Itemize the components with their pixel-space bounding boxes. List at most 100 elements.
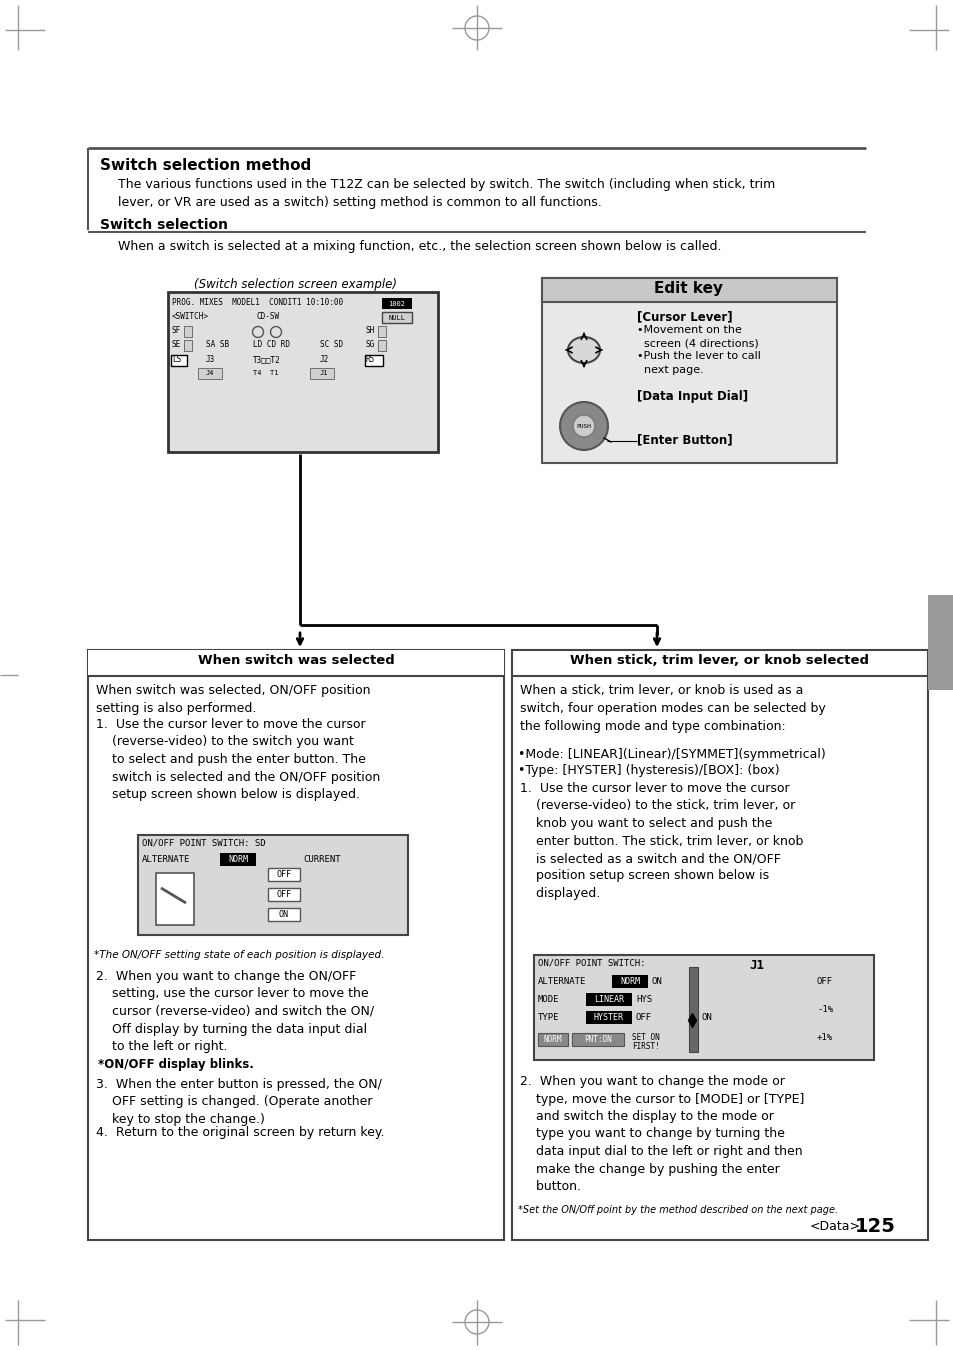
Text: *The ON/OFF setting state of each position is displayed.: *The ON/OFF setting state of each positi… [94,950,384,960]
Text: ON: ON [278,910,289,919]
Bar [512,649,927,1241]
Bar [268,868,299,882]
Bar [184,325,192,338]
Text: SET ON: SET ON [631,1033,659,1042]
Text: 3.  When the enter button is pressed, the ON/
    OFF setting is changed. (Opera: 3. When the enter button is pressed, the… [96,1079,381,1126]
Text: SH: SH [366,325,375,335]
Text: •Type: [HYSTER] (hysteresis)/[BOX]: (box): •Type: [HYSTER] (hysteresis)/[BOX]: (box… [517,764,779,778]
Text: LD CD RD: LD CD RD [253,340,290,350]
Text: When stick, trim lever, or knob selected: When stick, trim lever, or knob selected [570,653,868,667]
Bar [310,369,334,379]
Bar [534,954,873,1060]
Text: <SWITCH>: <SWITCH> [172,312,209,321]
Ellipse shape [567,338,599,363]
Text: FIRST!: FIRST! [631,1042,659,1052]
Text: Switch selection: Switch selection [100,217,228,232]
Text: NULL: NULL [388,315,405,320]
Text: 1002: 1002 [388,301,405,306]
Circle shape [573,414,595,437]
Text: T3□□T2: T3□□T2 [253,355,280,364]
Text: CURRENT: CURRENT [303,855,340,864]
Text: HYSTER: HYSTER [594,1012,623,1022]
Text: *Set the ON/Off point by the method described on the next page.: *Set the ON/Off point by the method desc… [517,1206,838,1215]
Text: *ON/OFF display blinks.: *ON/OFF display blinks. [98,1058,253,1071]
Bar [381,298,412,309]
Bar [585,1011,631,1025]
Circle shape [559,402,607,450]
Text: 2.  When you want to change the ON/OFF
    setting, use the cursor lever to move: 2. When you want to change the ON/OFF se… [96,971,374,1053]
Text: J3: J3 [206,355,215,364]
Text: NORM: NORM [543,1035,561,1044]
Bar [168,292,437,452]
Text: ON/OFF POINT SWITCH:: ON/OFF POINT SWITCH: [537,958,645,968]
Text: PROG. MIXES  MODEL1  CONDIT1 10:10:00: PROG. MIXES MODEL1 CONDIT1 10:10:00 [172,298,343,306]
Text: J2: J2 [319,355,329,364]
Text: TYPE: TYPE [537,1012,558,1022]
Text: J1: J1 [319,370,328,377]
Bar [198,369,222,379]
Text: SE: SE [172,340,181,350]
Bar [381,312,412,323]
Text: T4  T1: T4 T1 [253,370,278,377]
Text: 4.  Return to the original screen by return key.: 4. Return to the original screen by retu… [96,1126,384,1139]
Bar [268,909,299,921]
Text: PUSH: PUSH [576,424,591,428]
Text: 2.  When you want to change the mode or
    type, move the cursor to [MODE] or [: 2. When you want to change the mode or t… [519,1075,803,1193]
Text: MODE: MODE [537,995,558,1004]
Bar [927,595,953,690]
Text: SA SB: SA SB [206,340,229,350]
Bar [377,325,386,338]
Text: ON: ON [701,1012,712,1022]
Bar [365,355,382,366]
Text: J4: J4 [206,370,214,377]
Bar [138,836,408,936]
Text: [Data Input Dial]: [Data Input Dial] [637,390,747,404]
Bar [88,649,503,1241]
Text: HYS: HYS [636,995,652,1004]
Text: When a switch is selected at a mixing function, etc., the selection screen shown: When a switch is selected at a mixing fu… [118,240,720,252]
Text: J1: J1 [748,958,763,972]
Text: When a stick, trim lever, or knob is used as a
switch, four operation modes can : When a stick, trim lever, or knob is use… [519,684,825,733]
Bar [537,1033,567,1046]
Bar [688,967,698,1052]
Text: OFF: OFF [276,890,292,899]
Text: SF: SF [172,325,181,335]
Bar [541,278,836,302]
Text: When switch was selected: When switch was selected [197,653,394,667]
Text: When switch was selected, ON/OFF position
setting is also performed.: When switch was selected, ON/OFF positio… [96,684,370,716]
Text: +1%: +1% [816,1033,832,1042]
Bar [585,994,631,1006]
Text: R5: R5 [366,355,375,364]
Bar [572,1033,623,1046]
Text: OFF: OFF [816,977,832,986]
Bar [156,873,193,925]
Text: •Movement on the
  screen (4 directions)
•Push the lever to call
  next page.: •Movement on the screen (4 directions) •… [637,325,760,374]
Text: OFF: OFF [276,869,292,879]
Bar [184,340,192,351]
Text: 1.  Use the cursor lever to move the cursor
    (reverse-video) to the switch yo: 1. Use the cursor lever to move the curs… [96,718,380,801]
Text: LINEAR: LINEAR [594,995,623,1004]
Text: -1%: -1% [816,1004,832,1014]
Text: ALTERNATE: ALTERNATE [537,977,586,986]
Text: SC SD: SC SD [319,340,343,350]
Bar [612,975,647,988]
Bar [220,853,255,865]
Text: ON/OFF POINT SWITCH: SD: ON/OFF POINT SWITCH: SD [142,838,265,848]
Text: <Data>: <Data> [809,1220,861,1233]
Text: NORM: NORM [619,977,639,986]
Text: Switch selection method: Switch selection method [100,158,311,173]
Text: •Mode: [LINEAR](Linear)/[SYMMET](symmetrical): •Mode: [LINEAR](Linear)/[SYMMET](symmetr… [517,748,825,761]
Text: ALTERNATE: ALTERNATE [142,855,191,864]
Text: OFF: OFF [636,1012,652,1022]
Text: PNT:ON: PNT:ON [583,1035,611,1044]
Text: 125: 125 [854,1216,895,1237]
Text: NORM: NORM [228,855,248,864]
Text: (Switch selection screen example): (Switch selection screen example) [194,278,397,292]
Text: LS: LS [172,355,181,364]
Bar [171,355,187,366]
Bar [268,888,299,900]
Text: Edit key: Edit key [654,281,722,296]
Text: SG: SG [366,340,375,350]
Bar [377,340,386,351]
Text: ON: ON [651,977,662,986]
